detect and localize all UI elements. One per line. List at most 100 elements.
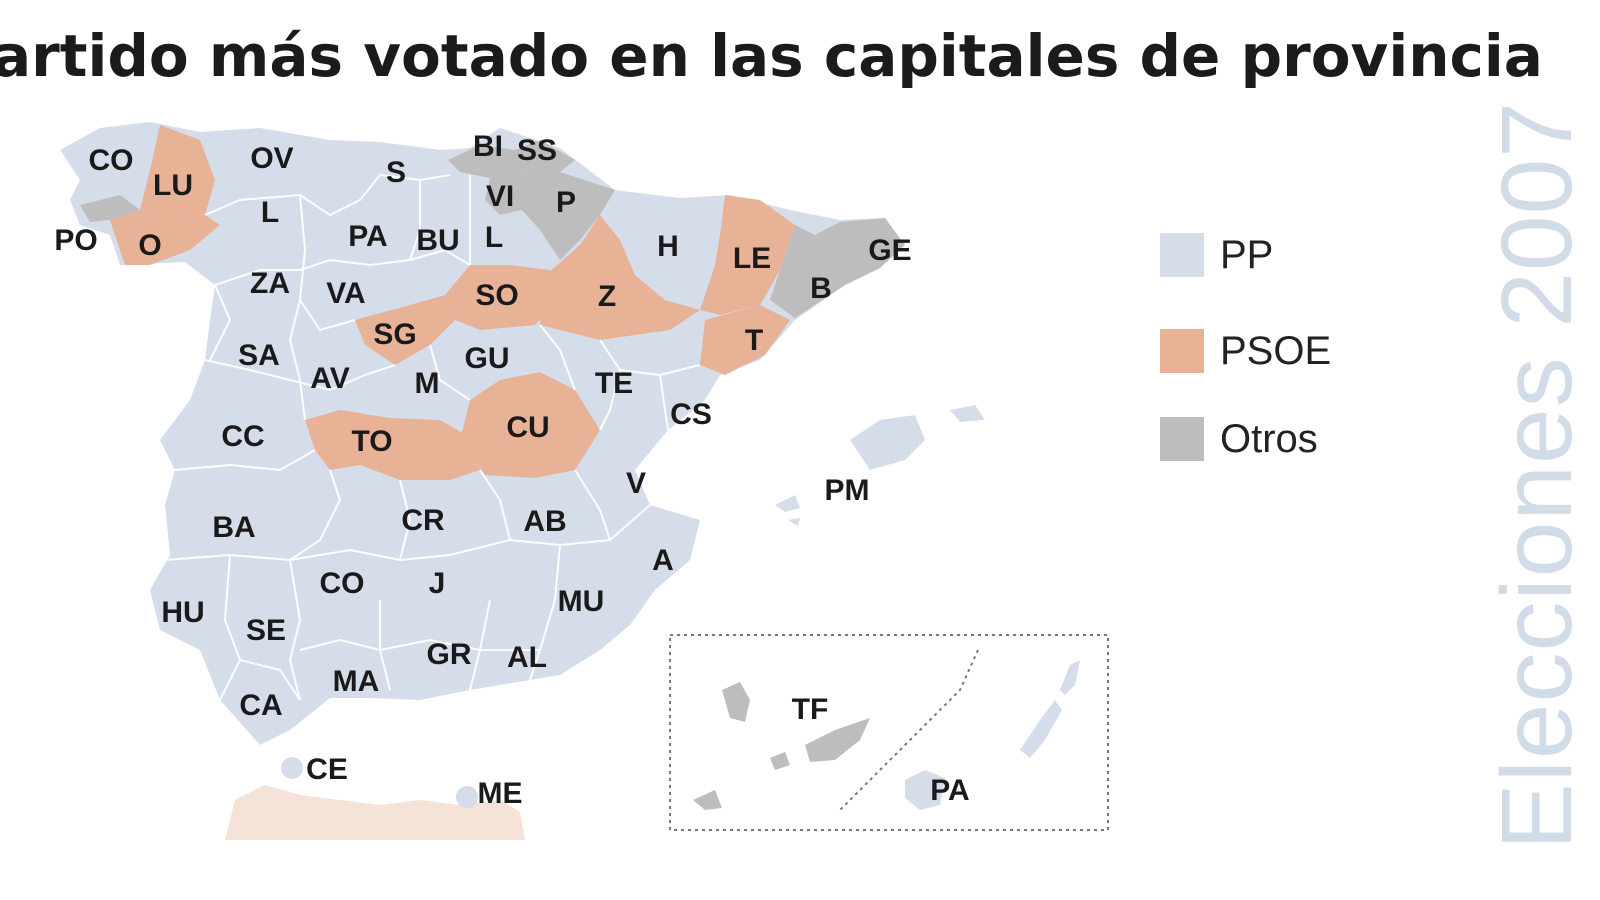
province-label: SG (373, 318, 416, 351)
legend: PP PSOE Otros (1160, 230, 1331, 510)
province-label: CA (239, 689, 282, 722)
province-label: ME (478, 777, 523, 810)
island-la-gomera (770, 752, 790, 770)
island-menorca (950, 405, 985, 422)
province-label: PM (825, 474, 870, 507)
province-label: LU (153, 169, 193, 202)
province-shape-to (305, 410, 480, 480)
island-el-hierro (693, 790, 722, 810)
province-label: BA (212, 511, 255, 544)
province-shape-sg (355, 295, 455, 365)
province-label: B (810, 272, 832, 305)
province-shape-p (520, 170, 615, 260)
legend-label: PP (1220, 232, 1274, 277)
province-label: M (415, 367, 440, 400)
province-label: BI (473, 130, 503, 163)
province-label: OV (250, 142, 293, 175)
province-label: VA (326, 277, 365, 310)
province-label: CU (506, 411, 549, 444)
province-label: AL (507, 641, 547, 674)
province-label: V (626, 467, 646, 500)
province-label: S (386, 156, 406, 189)
province-label: GU (465, 342, 510, 375)
island-ibiza (775, 495, 800, 512)
province-shape-ge (815, 218, 905, 285)
province-label: TE (595, 367, 633, 400)
island-la-palma (722, 682, 750, 722)
island-fuerteventura (1020, 700, 1062, 758)
province-label: SA (238, 339, 280, 372)
north-africa-coast (225, 785, 525, 840)
province-shape-bi (448, 145, 520, 178)
province-shape-so (445, 265, 555, 330)
legend-item-psoe: PSOE (1160, 326, 1331, 376)
province-label: H (657, 230, 679, 263)
legend-label: PSOE (1220, 328, 1332, 373)
province-shape-ce (281, 757, 303, 779)
province-shape-z (540, 215, 700, 340)
province-label: SE (246, 614, 286, 647)
legend-item-pp: PP (1160, 230, 1331, 280)
province-shape-t (700, 305, 790, 375)
legend-swatch-pp (1160, 233, 1204, 277)
province-label: TO (351, 425, 392, 458)
province-label: CR (401, 504, 445, 537)
province-label: GR (427, 638, 472, 671)
island-gran-canaria (905, 770, 945, 810)
province-label: CC (221, 420, 264, 453)
province-shape-cu (460, 372, 600, 478)
province-label: PO (54, 224, 97, 257)
province-label: CO (89, 144, 134, 177)
province-label: ZA (250, 267, 290, 300)
province-label: L (485, 221, 503, 254)
island-tenerife (805, 718, 870, 762)
province-label: PA (930, 774, 969, 807)
province-label: J (429, 567, 446, 600)
province-label: HU (161, 596, 204, 629)
canary-inset (669, 634, 1109, 831)
province-shape-le (700, 195, 795, 315)
legend-swatch-psoe (1160, 329, 1204, 373)
province-label: CE (306, 753, 348, 786)
province-label: O (138, 229, 161, 262)
province-label: MA (333, 665, 380, 698)
island-formentera (788, 518, 800, 526)
province-label: BU (416, 224, 459, 257)
province-label: Z (598, 280, 616, 313)
province-shape-pm (850, 415, 925, 470)
election-year-label: Elecciones 2007 (1481, 101, 1593, 850)
province-label: SS (517, 134, 557, 167)
province-label: AB (523, 505, 566, 538)
legend-item-otros: Otros (1160, 414, 1331, 464)
province-labels: CO LU OV S BI SS VI P PO O L PA BU L H L… (54, 130, 969, 810)
canary-inset-frame (669, 634, 1109, 831)
canary-divider (839, 649, 979, 811)
province-shape-ss (515, 140, 575, 172)
province-borders (164, 173, 701, 701)
province-label: PA (348, 220, 387, 253)
province-label: L (261, 196, 279, 229)
province-shape-me (456, 786, 478, 808)
province-label: VI (486, 180, 514, 213)
legend-label: Otros (1220, 416, 1318, 461)
province-label: MU (558, 585, 605, 618)
province-shape-o (110, 210, 220, 265)
province-shape-lu (140, 125, 215, 215)
province-shape-b (770, 225, 870, 318)
province-label: P (556, 186, 576, 219)
legend-swatch-otros (1160, 417, 1204, 461)
island-lanzarote (1060, 660, 1080, 695)
province-label: SO (475, 279, 518, 312)
province-label: GE (868, 234, 911, 267)
province-shape-vi (485, 170, 522, 215)
province-label: A (652, 544, 674, 577)
province-label: AV (310, 362, 349, 395)
province-label: LE (733, 242, 771, 275)
province-label: CO (320, 567, 365, 600)
province-label: TF (792, 693, 829, 726)
province-shape-po (80, 195, 140, 222)
province-label: T (745, 324, 763, 357)
province-label: CS (670, 398, 712, 431)
map-title: artido más votado en las capitales de pr… (0, 22, 1543, 90)
